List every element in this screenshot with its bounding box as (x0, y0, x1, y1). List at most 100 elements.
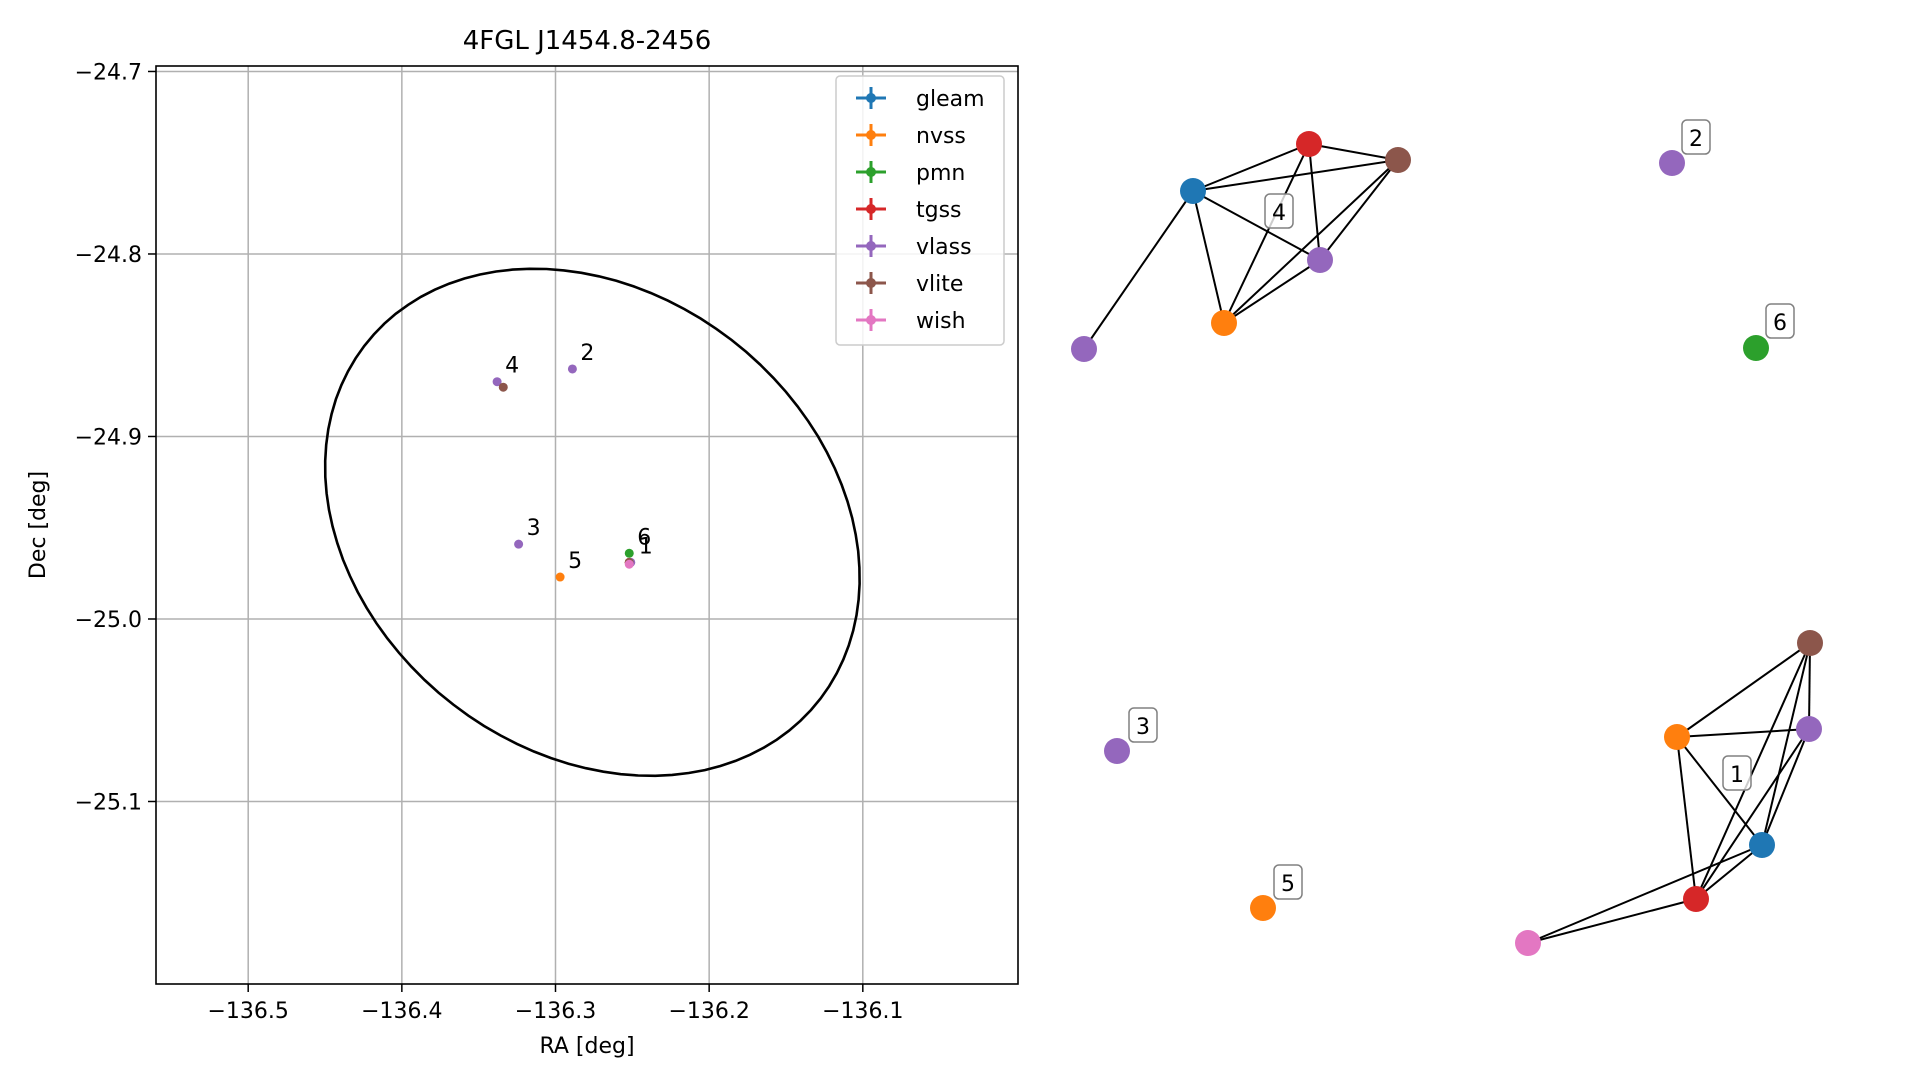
network-edge (1527, 844, 1763, 944)
network-node (1796, 716, 1822, 742)
point-nvss (555, 572, 565, 582)
group-label-2: 2 (1681, 119, 1711, 155)
group-label-box (1681, 119, 1711, 155)
legend-box (835, 75, 1005, 346)
network-node (1250, 895, 1276, 921)
scatter-panel: 1 2 3 4 5 6 −136.5 −136.4 −136.3 −136.2 −136.1 −2… (26, 26, 1019, 1059)
network-edge (1527, 898, 1697, 944)
legend-marker (866, 315, 876, 325)
network-node (1180, 178, 1206, 204)
network-edge (1761, 728, 1810, 846)
x-tick-label: −136.2 (668, 999, 749, 1024)
network-edge (1761, 642, 1811, 846)
network-node (1385, 147, 1411, 173)
legend-label: tgss (916, 198, 962, 223)
network-edge (1308, 143, 1321, 261)
source-label: 5 (568, 549, 582, 574)
legend-label: pmn (916, 161, 965, 186)
network-edge (1192, 143, 1310, 192)
group-label-text: 4 (1272, 201, 1286, 226)
network-edge (1319, 159, 1399, 261)
network-edge (1223, 159, 1399, 324)
network-node (1749, 832, 1775, 858)
group-label-text: 5 (1281, 872, 1295, 897)
network-edge (1676, 736, 1697, 900)
group-label-1: 1 (1722, 755, 1752, 791)
point-vlass (492, 377, 502, 387)
network-node (1664, 724, 1690, 750)
network-edge (1192, 159, 1399, 192)
legend-label: vlass (916, 235, 972, 260)
source-label: 1 (639, 534, 653, 559)
legend-label: vlite (916, 272, 963, 297)
legend-marker (866, 241, 876, 251)
network-edges (1083, 143, 1811, 944)
point-wish (624, 559, 634, 569)
group-label-4: 4 (1264, 193, 1294, 229)
x-axis-label: RA [deg] (539, 1034, 634, 1059)
y-tick-label: −24.9 (75, 425, 142, 450)
legend-marker (866, 130, 876, 140)
source-labels-layer: 1 2 3 4 5 6 (505, 341, 653, 574)
group-label-box (1722, 755, 1752, 791)
group-label-box (1273, 864, 1303, 900)
y-tick-label: −25.0 (75, 608, 142, 633)
points-layer (492, 364, 636, 582)
y-tick-label: −24.8 (75, 243, 142, 268)
chart-title: 4FGL J1454.8-2456 (463, 26, 712, 56)
network-node (1797, 630, 1823, 656)
point-vlass (514, 539, 524, 549)
network-node (1296, 131, 1322, 157)
group-label-text: 1 (1730, 763, 1744, 788)
source-label: 6 (637, 525, 651, 550)
legend-marker (866, 167, 876, 177)
x-ticks: −136.5 −136.4 −136.3 −136.2 −136.1 (207, 984, 904, 1024)
network-node (1104, 738, 1130, 764)
legend-item-gleam: gleam (856, 87, 985, 112)
legend-label: wish (916, 309, 966, 334)
x-tick-label: −136.1 (822, 999, 903, 1024)
network-edge (1676, 736, 1763, 846)
legend-item-vlite: vlite (856, 272, 963, 297)
legend-marker (866, 204, 876, 214)
y-ticks: −24.7 −24.8 −24.9 −25.0 −25.1 (75, 60, 156, 815)
network-edge (1676, 728, 1810, 738)
legend-item-wish: wish (856, 309, 966, 334)
error-ellipse (323, 267, 861, 778)
network-edge (1695, 642, 1811, 900)
legend: gleam nvss pmn tgss vlass vlite wish (835, 75, 1005, 346)
source-label: 3 (527, 516, 541, 541)
group-label-text: 3 (1136, 715, 1150, 740)
network-edge (1308, 143, 1399, 161)
legend-marker (866, 93, 876, 103)
network-node (1515, 930, 1541, 956)
network-edge (1192, 190, 1225, 324)
group-label-text: 2 (1689, 127, 1703, 152)
network-nodes (1071, 131, 1823, 956)
group-label-text: 6 (1773, 311, 1787, 336)
network-edge (1192, 190, 1321, 261)
group-label-3: 3 (1128, 707, 1158, 743)
x-tick-label: −136.4 (361, 999, 442, 1024)
network-node (1683, 886, 1709, 912)
network-edge (1695, 728, 1810, 900)
network-edge (1083, 190, 1194, 350)
network-panel: 4 2 6 3 5 1 (1071, 119, 1823, 956)
legend-item-nvss: nvss (856, 124, 966, 149)
legend-item-tgss: tgss (856, 198, 962, 223)
y-tick-label: −24.7 (75, 60, 142, 85)
legend-item-pmn: pmn (856, 161, 965, 186)
network-node (1743, 335, 1769, 361)
network-node (1659, 150, 1685, 176)
network-node (1211, 310, 1237, 336)
group-label-box (1128, 707, 1158, 743)
group-label-5: 5 (1273, 864, 1303, 900)
point-pmn (624, 548, 634, 558)
network-edge (1808, 642, 1811, 730)
network-edge (1676, 642, 1811, 738)
plot-frame (155, 65, 1019, 985)
point-vlite (498, 382, 508, 392)
network-edge (1695, 844, 1763, 900)
x-tick-label: −136.5 (207, 999, 288, 1024)
